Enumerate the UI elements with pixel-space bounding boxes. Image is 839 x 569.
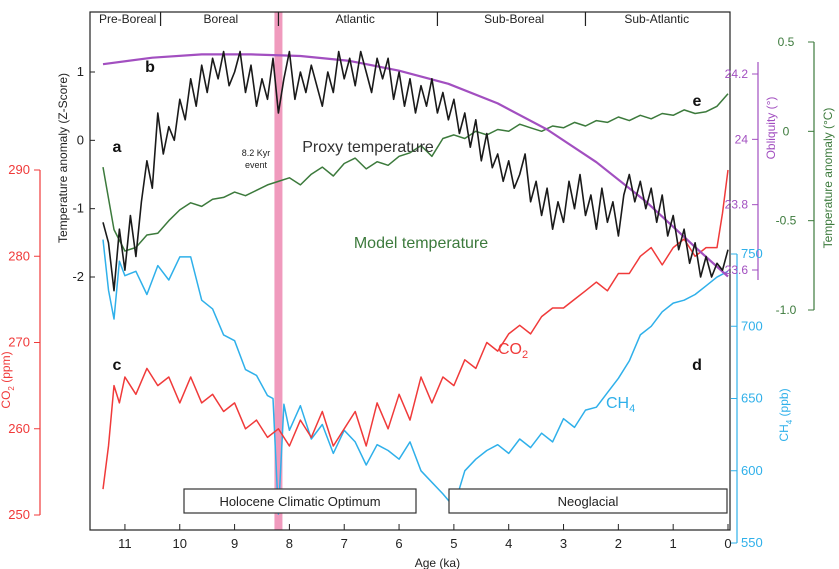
co2-axis-label-tail: (ppm) (0, 351, 13, 386)
x-tick-label: 3 (560, 536, 567, 551)
ch4-tick-label: 550 (741, 535, 763, 550)
neoglacial-label: Neoglacial (558, 494, 619, 509)
co2-tick-label: 280 (8, 248, 30, 263)
x-tick-label: 10 (173, 536, 187, 551)
model-axis-label: Temperature anomaly (°C) (821, 108, 835, 249)
obliquity-tick-label: 23.6 (725, 263, 749, 277)
co2-tick-label: 270 (8, 335, 30, 350)
holocene-optimum-label: Holocene Climatic Optimum (219, 494, 380, 509)
obliquity-tick-label: 24 (735, 132, 749, 146)
proxy-temperature-label: Proxy temperature (302, 139, 434, 156)
panel-letter-d: d (692, 357, 702, 374)
x-tick-label: 5 (450, 536, 457, 551)
model-tick-label: 0 (783, 124, 790, 138)
ch4-tick-label: 750 (741, 246, 763, 261)
obliquity-line (102, 53, 729, 278)
x-tick-label: 1 (670, 536, 677, 551)
frame-layer (34, 11, 815, 544)
panel-letter-e: e (693, 93, 702, 110)
co2-axis-label-sub: 2 (7, 386, 16, 391)
panel-letter-c: c (113, 357, 122, 374)
x-tick-label: 6 (395, 536, 402, 551)
co2-axis-label: CO2 (ppm) (0, 351, 16, 408)
x-tick-label: 0 (724, 536, 731, 551)
plot-frame (89, 11, 731, 531)
event-label-line1: 8.2 Kyr (242, 148, 271, 158)
co2-series-label-main: CO (498, 341, 522, 358)
model-temperature-line (102, 93, 729, 252)
co2-series-label: CO2 (498, 341, 528, 361)
ch4-series-label-sub: 4 (629, 403, 635, 415)
event-8-2-band (274, 12, 283, 530)
period-label: Sub-Boreal (484, 12, 544, 26)
ch4-tick-label: 650 (741, 391, 763, 406)
x-tick-label: 11 (118, 536, 132, 551)
model-tick-label: -0.5 (776, 214, 797, 228)
co2-series-label-sub: 2 (522, 349, 528, 361)
x-tick-label: 9 (231, 536, 238, 551)
period-label: Pre-Boreal (99, 12, 156, 26)
event-label-line2: event (245, 160, 268, 170)
co2-tick-label: 260 (8, 421, 30, 436)
ch4-line (102, 239, 729, 515)
temp-tick-label: -1 (72, 201, 84, 216)
ch4-series-label: CH4 (606, 395, 635, 415)
x-tick-label: 8 (286, 536, 293, 551)
ch4-series-label-main: CH (606, 395, 629, 412)
ch4-tick-label: 600 (741, 463, 763, 478)
x-tick-label: 4 (505, 536, 512, 551)
model-tick-label: -1.0 (776, 303, 797, 317)
co2-tick-label: 290 (8, 162, 30, 177)
ch4-axis-label-tail: (ppb) (777, 388, 791, 419)
proxy-temperature-line (102, 50, 729, 292)
co2-axis-label-main: CO (0, 391, 13, 409)
neoglacial-box (448, 488, 728, 514)
text-layer: Pre-Boreal Boreal Atlantic Sub-Boreal Sub-At… (0, 12, 835, 569)
period-label: Boreal (204, 12, 239, 26)
x-axis-label: Age (ka) (415, 556, 460, 569)
period-label: Atlantic (336, 12, 375, 26)
holocene-optimum-box (183, 488, 417, 514)
x-tick-label: 7 (341, 536, 348, 551)
period-label: Sub-Atlantic (624, 12, 689, 26)
temp-tick-label: 1 (77, 64, 84, 79)
co2-line (102, 169, 729, 490)
series-layer (102, 50, 729, 515)
event-band-layer (274, 12, 283, 530)
ch4-axis-label: CH4 (ppb) (777, 388, 794, 441)
model-tick-label: 0.5 (778, 35, 795, 49)
obliquity-axis-label: Obliquity (°) (764, 97, 778, 160)
ch4-axis-label-main: CH (777, 424, 791, 441)
panel-letter-a: a (113, 139, 122, 156)
obliquity-tick-label: 23.8 (725, 198, 749, 212)
co2-tick-label: 250 (8, 507, 30, 522)
panel-letter-b: b (145, 59, 155, 76)
ch4-tick-label: 700 (741, 318, 763, 333)
temp-tick-label: 0 (77, 132, 84, 147)
x-tick-label: 2 (615, 536, 622, 551)
obliquity-tick-label: 24.2 (725, 67, 749, 81)
temp-axis-label: Temperature anomaly (Z-Score) (56, 73, 70, 243)
ch4-axis-label-sub: 4 (785, 419, 794, 424)
model-temperature-label: Model temperature (354, 235, 488, 252)
temp-tick-label: -2 (72, 269, 84, 284)
